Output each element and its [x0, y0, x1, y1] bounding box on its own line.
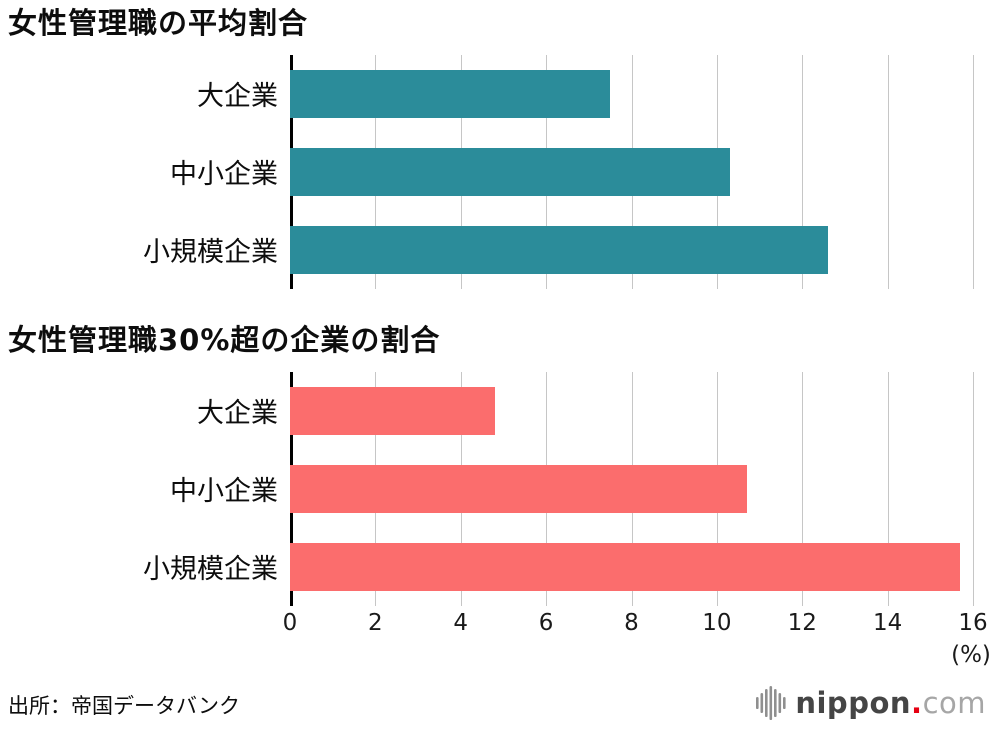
logo-text-main: nippon — [795, 685, 912, 720]
category-labels: 大企業中小企業小規模企業 — [0, 372, 290, 606]
nippon-logo-text: nippon.com — [795, 685, 986, 720]
soundwave-icon — [756, 686, 786, 720]
x-tick-14: 14 — [872, 609, 903, 636]
gridline-14 — [887, 54, 889, 289]
bar-row-3 — [290, 211, 973, 289]
bar-大企業 — [290, 69, 611, 118]
gridline-16 — [973, 371, 974, 606]
gridline-16 — [973, 54, 974, 289]
x-axis-unit-label: (%) — [951, 641, 991, 668]
bar-chart-over30: 大企業中小企業小規模企業 — [0, 371, 1000, 606]
bar-小規模企業 — [290, 542, 961, 591]
gridline-12 — [802, 54, 804, 289]
category-label-1: 大企業 — [197, 398, 278, 430]
bar-中小企業 — [290, 147, 730, 196]
category-label-2: 中小企業 — [170, 159, 278, 191]
chart-title-over30: 女性管理職30%超の企業の割合 — [8, 322, 441, 357]
category-label-1: 大企業 — [197, 81, 278, 113]
gridline-12 — [802, 371, 804, 606]
gridline-14 — [887, 371, 889, 606]
nippon-logo: nippon.com — [756, 686, 986, 720]
category-label-3: 小規模企業 — [143, 237, 278, 269]
logo-text-suffix: com — [922, 685, 986, 720]
x-axis: (%) 0 2 4 6 8 10 12 14 16 — [0, 608, 1000, 674]
footer: 出所：帝国データバンク nippon.com — [8, 686, 986, 720]
bar-chart-average: 大企業中小企業小規模企業 — [0, 54, 1000, 289]
plot-area — [290, 371, 974, 606]
category-label-2: 中小企業 — [170, 476, 278, 508]
logo-text-dot: . — [911, 685, 923, 720]
chart-title-average: 女性管理職の平均割合 — [8, 6, 309, 40]
category-labels: 大企業中小企業小規模企業 — [0, 55, 290, 289]
bar-row-2 — [290, 450, 973, 528]
x-tick-4: 4 — [453, 609, 469, 636]
x-tick-16: 16 — [958, 609, 988, 636]
x-tick-10: 10 — [702, 609, 732, 636]
bar-中小企業 — [290, 464, 747, 513]
bar-小規模企業 — [290, 225, 828, 274]
bar-row-1 — [290, 55, 973, 133]
x-tick-8: 8 — [624, 609, 639, 636]
x-tick-6: 6 — [538, 609, 554, 636]
source-note: 出所：帝国データバンク — [8, 694, 241, 718]
bar-row-3 — [290, 528, 973, 606]
plot-area — [290, 54, 974, 289]
x-axis-spacer — [0, 608, 290, 674]
x-axis-area: (%) 0 2 4 6 8 10 12 14 16 — [283, 608, 991, 674]
x-tick-12: 12 — [787, 609, 817, 636]
bar-row-2 — [290, 133, 973, 211]
bar-大企業 — [290, 386, 495, 435]
x-tick-2: 2 — [368, 609, 383, 636]
bar-row-1 — [290, 372, 973, 450]
category-label-3: 小規模企業 — [143, 554, 278, 586]
x-tick-0: 0 — [282, 609, 298, 636]
